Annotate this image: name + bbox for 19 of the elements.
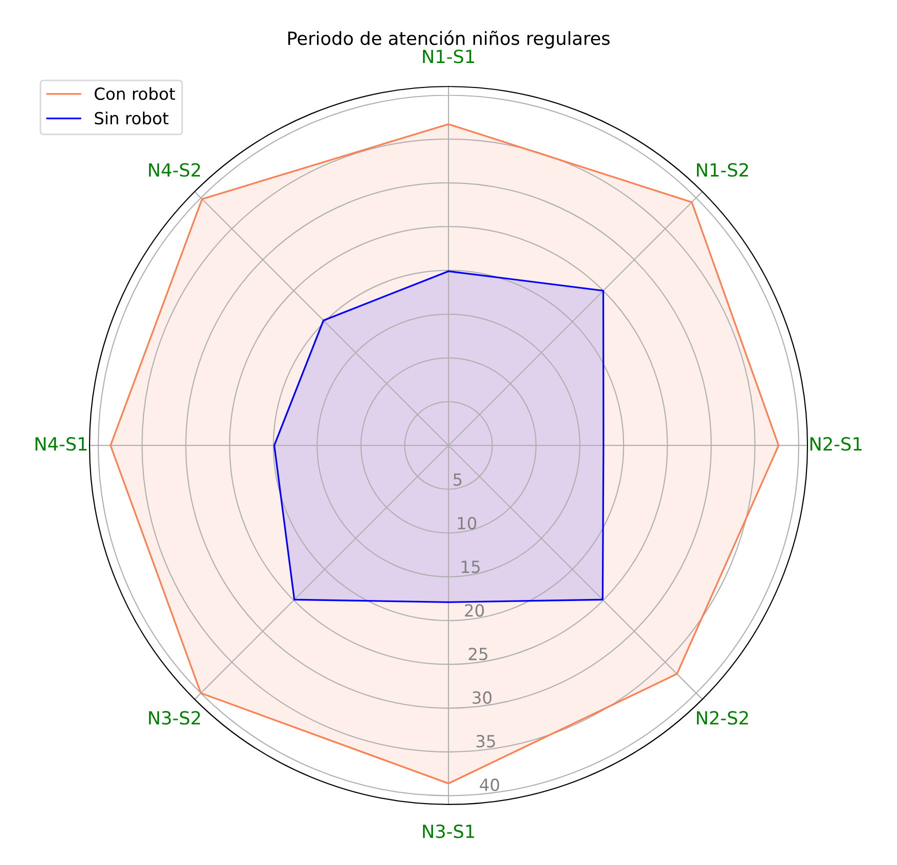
y-tick-label: 40 [480, 778, 500, 792]
spoke-label: N2-S1 [810, 437, 862, 451]
y-tick-label: 15 [462, 560, 480, 574]
y-tick-label: 20 [464, 604, 484, 617]
spoke-label: N4-S2 [149, 163, 200, 177]
legend-label: Con robot [94, 87, 176, 100]
spoke-label: N3-S1 [423, 824, 474, 838]
chart-title: Periodo de atención niños regulares [288, 30, 610, 49]
y-tick-label: 30 [472, 691, 492, 704]
y-tick-label: 5 [454, 473, 462, 486]
legend-label: Sin robot [94, 112, 168, 125]
y-tick-label: 35 [476, 734, 495, 748]
spoke-label: N4-S1 [36, 437, 87, 451]
spoke-label: N1-S2 [697, 163, 748, 177]
y-tick-label: 25 [468, 648, 488, 660]
spoke-label: N3-S2 [149, 711, 200, 725]
y-tick-label: 10 [458, 516, 476, 530]
spoke-label: N2-S2 [697, 711, 748, 725]
spoke-label: N1-S1 [423, 50, 474, 64]
